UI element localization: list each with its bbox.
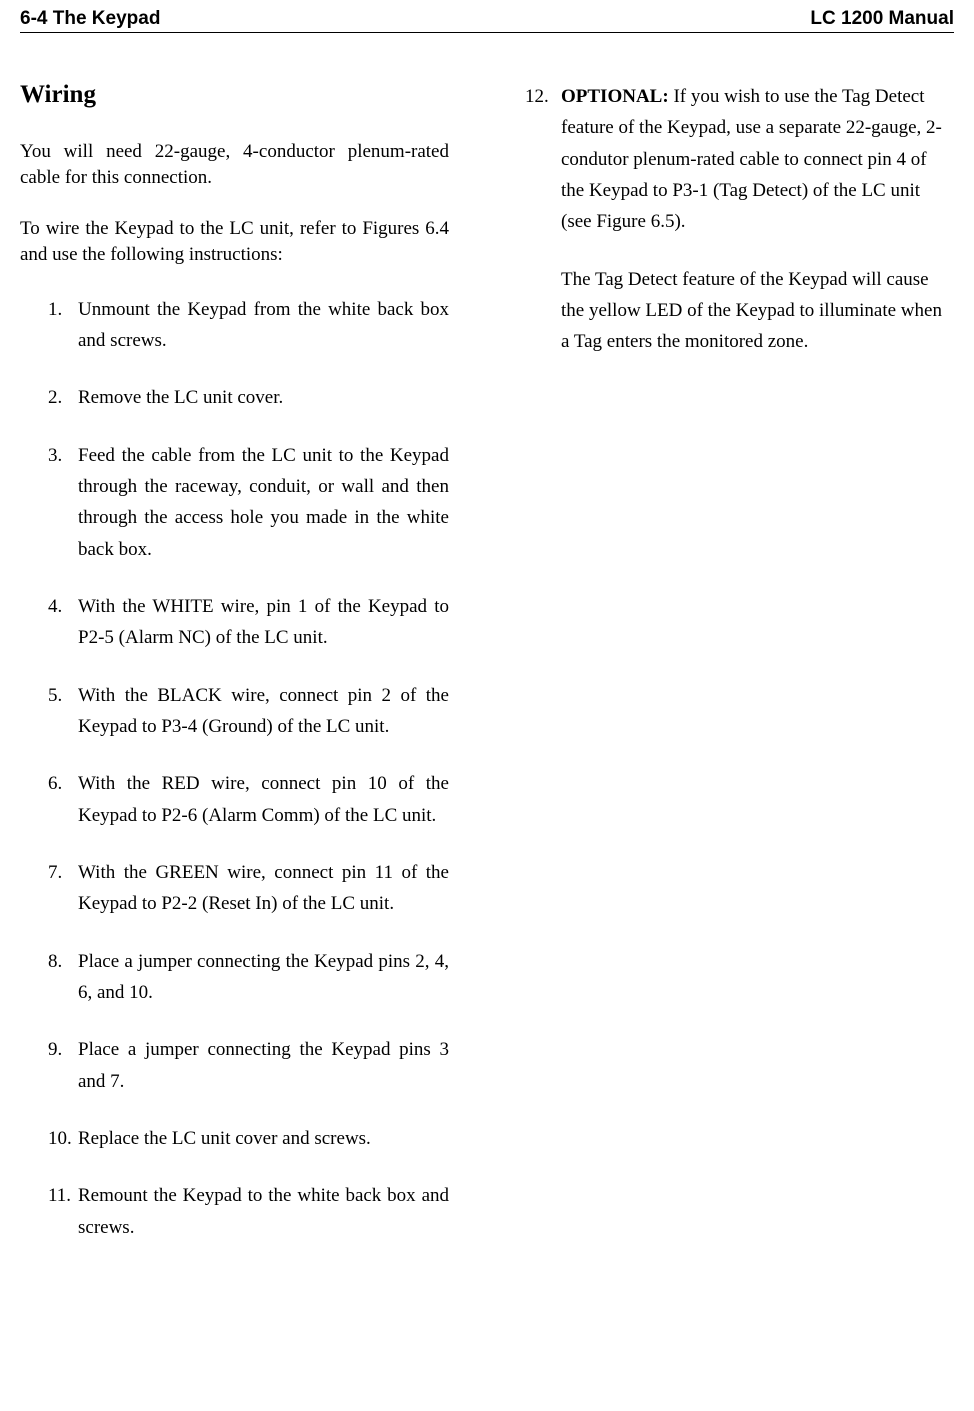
list-number: 10. (48, 1123, 72, 1154)
list-text: Feed the cable from the LC unit to the K… (78, 445, 449, 560)
list-number: 5. (48, 680, 62, 711)
list-item: 9. Place a jumper connecting the Keypad … (48, 1034, 449, 1097)
list-number: 3. (48, 440, 62, 471)
instruction-list-right: 12. OPTIONAL: If you wish to use the Tag… (525, 81, 954, 358)
intro-paragraph-1: You will need 22-gauge, 4-conductor plen… (20, 139, 449, 190)
list-number: 8. (48, 946, 62, 977)
list-text: Place a jumper connecting the Keypad pin… (78, 1039, 449, 1091)
list-text: With the GREEN wire, connect pin 11 of t… (78, 862, 449, 914)
content-area: Wiring You will need 22-gauge, 4-conduct… (20, 81, 954, 1269)
intro-paragraph-2: To wire the Keypad to the LC unit, refer… (20, 216, 449, 267)
list-item: 10. Replace the LC unit cover and screws… (48, 1123, 449, 1154)
list-item: 11. Remount the Keypad to the white back… (48, 1180, 449, 1243)
list-item: 8. Place a jumper connecting the Keypad … (48, 946, 449, 1009)
list-text: Place a jumper connecting the Keypad pin… (78, 951, 449, 1003)
list-number: 4. (48, 591, 62, 622)
list-text: Replace the LC unit cover and screws. (78, 1128, 371, 1149)
optional-label: OPTIONAL: (561, 86, 669, 107)
list-number: 7. (48, 857, 62, 888)
list-item: 4. With the WHITE wire, pin 1 of the Key… (48, 591, 449, 654)
page-header: 6-4 The Keypad LC 1200 Manual (20, 8, 954, 33)
list-item: 2. Remove the LC unit cover. (48, 382, 449, 413)
list-text: Unmount the Keypad from the white back b… (78, 299, 449, 351)
list-item: 12. OPTIONAL: If you wish to use the Tag… (525, 81, 954, 358)
list-number: 9. (48, 1034, 62, 1065)
header-right-text: LC 1200 Manual (810, 8, 954, 30)
instruction-list: 1. Unmount the Keypad from the white bac… (20, 294, 449, 1244)
list-text: With the RED wire, connect pin 10 of the… (78, 773, 449, 825)
list-number: 2. (48, 382, 62, 413)
list-number: 6. (48, 768, 62, 799)
list-text: With the WHITE wire, pin 1 of the Keypad… (78, 596, 449, 648)
left-column: Wiring You will need 22-gauge, 4-conduct… (20, 81, 449, 1269)
list-item: 7. With the GREEN wire, connect pin 11 o… (48, 857, 449, 920)
list-text: Remove the LC unit cover. (78, 387, 283, 408)
section-title: Wiring (20, 81, 449, 109)
list-number: 1. (48, 294, 62, 325)
list-item: 1. Unmount the Keypad from the white bac… (48, 294, 449, 357)
list-item: 5. With the BLACK wire, connect pin 2 of… (48, 680, 449, 743)
list-item: 3. Feed the cable from the LC unit to th… (48, 440, 449, 565)
list-number: 11. (48, 1180, 71, 1211)
list-text: With the BLACK wire, connect pin 2 of th… (78, 685, 449, 737)
list-item: 6. With the RED wire, connect pin 10 of … (48, 768, 449, 831)
header-left-text: 6-4 The Keypad (20, 8, 160, 30)
list-text: OPTIONAL: If you wish to use the Tag Det… (561, 86, 942, 232)
list-number: 12. (525, 81, 549, 112)
follow-paragraph: The Tag Detect feature of the Keypad wil… (561, 264, 954, 358)
optional-text: If you wish to use the Tag Detect featur… (561, 86, 942, 232)
list-text: Remount the Keypad to the white back box… (78, 1185, 449, 1237)
right-column: 12. OPTIONAL: If you wish to use the Tag… (525, 81, 954, 1269)
